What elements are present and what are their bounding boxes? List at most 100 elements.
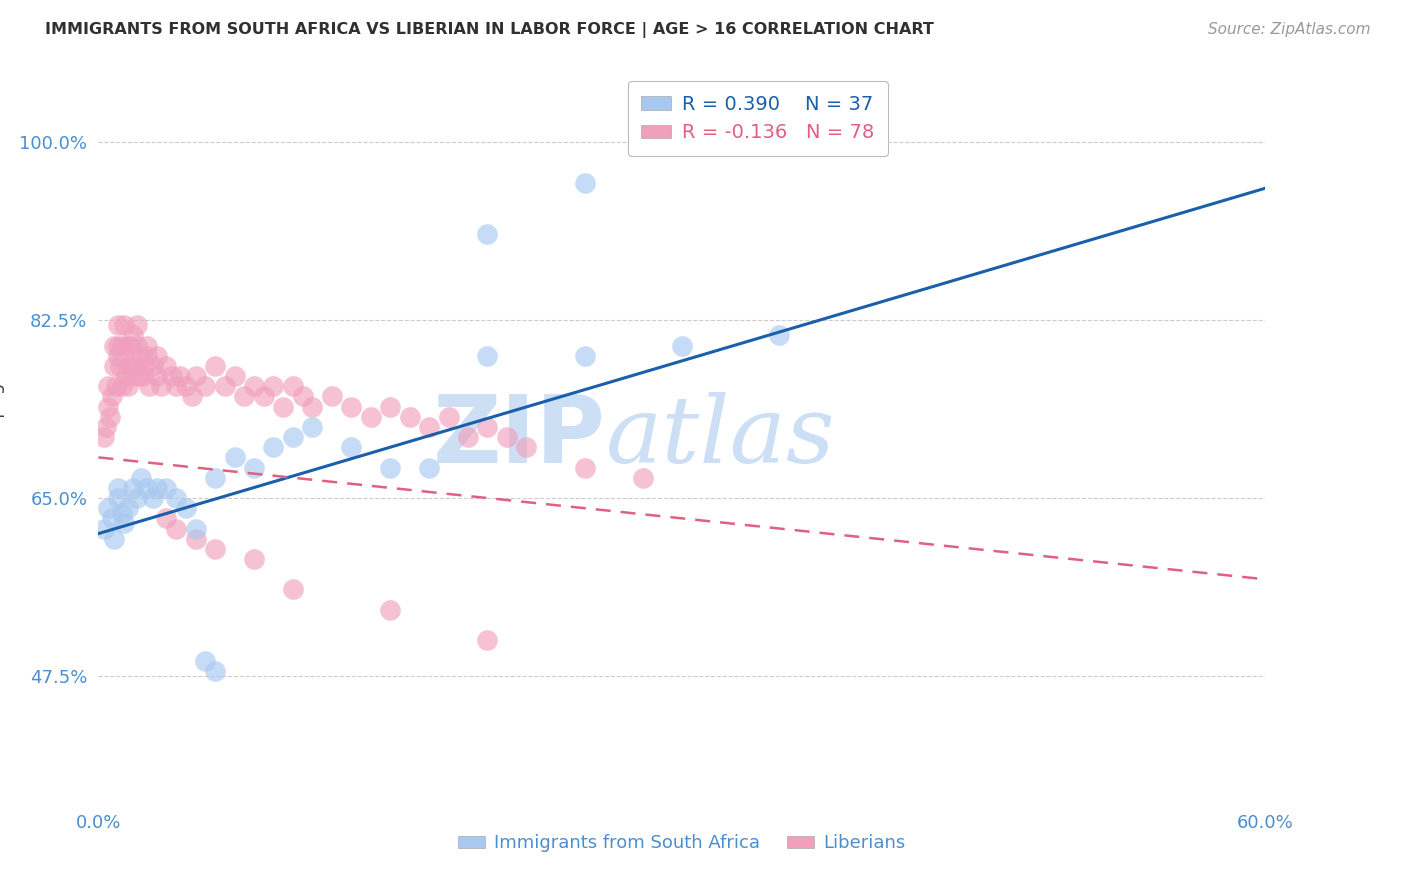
- Point: [380, 460, 402, 475]
- Point: [291, 389, 314, 403]
- Point: [233, 389, 256, 403]
- Point: [117, 359, 139, 373]
- Point: [97, 379, 120, 393]
- Text: ZIP: ZIP: [433, 391, 606, 483]
- Point: [107, 349, 129, 363]
- Point: [301, 400, 323, 414]
- Point: [574, 176, 596, 190]
- Point: [155, 511, 177, 525]
- Point: [127, 318, 149, 333]
- Point: [224, 450, 246, 465]
- Point: [127, 338, 149, 352]
- Point: [146, 349, 169, 363]
- Point: [360, 409, 382, 424]
- Point: [574, 349, 596, 363]
- Point: [155, 359, 177, 373]
- Point: [97, 400, 120, 414]
- Point: [134, 359, 156, 373]
- Point: [136, 338, 159, 352]
- Point: [418, 460, 440, 475]
- Point: [515, 440, 537, 454]
- Point: [477, 227, 499, 241]
- Point: [107, 338, 129, 352]
- Text: atlas: atlas: [606, 392, 835, 482]
- Point: [321, 389, 343, 403]
- Point: [104, 379, 127, 393]
- Point: [136, 349, 159, 363]
- Point: [111, 379, 134, 393]
- Point: [262, 440, 284, 454]
- Point: [101, 389, 124, 403]
- Point: [142, 491, 165, 505]
- Point: [103, 359, 125, 373]
- Point: [262, 379, 284, 393]
- Text: Source: ZipAtlas.com: Source: ZipAtlas.com: [1208, 22, 1371, 37]
- Point: [114, 369, 136, 384]
- Point: [107, 318, 129, 333]
- Point: [165, 379, 187, 393]
- Point: [204, 471, 226, 485]
- Point: [138, 379, 160, 393]
- Point: [122, 369, 145, 384]
- Point: [574, 460, 596, 475]
- Point: [169, 369, 191, 384]
- Point: [98, 409, 121, 424]
- Point: [128, 369, 150, 384]
- Point: [122, 481, 145, 495]
- Point: [112, 516, 135, 531]
- Point: [96, 420, 118, 434]
- Point: [281, 430, 304, 444]
- Point: [146, 369, 169, 384]
- Point: [146, 837, 169, 851]
- Point: [340, 440, 363, 454]
- Point: [398, 409, 420, 424]
- Point: [132, 369, 155, 384]
- Point: [671, 338, 693, 352]
- Point: [149, 379, 172, 393]
- Point: [121, 359, 143, 373]
- Point: [437, 409, 460, 424]
- Point: [204, 359, 226, 373]
- Point: [103, 532, 125, 546]
- Point: [194, 654, 217, 668]
- Point: [111, 506, 134, 520]
- Point: [380, 603, 402, 617]
- Point: [271, 400, 294, 414]
- Point: [111, 338, 134, 352]
- Point: [165, 521, 187, 535]
- Point: [631, 471, 654, 485]
- Point: [214, 379, 236, 393]
- Point: [136, 481, 159, 495]
- Point: [165, 491, 187, 505]
- Y-axis label: In Labor Force | Age > 16: In Labor Force | Age > 16: [0, 322, 6, 552]
- Point: [93, 521, 115, 535]
- Point: [108, 359, 131, 373]
- Point: [122, 328, 145, 343]
- Point: [253, 389, 276, 403]
- Point: [281, 379, 304, 393]
- Point: [243, 379, 266, 393]
- Point: [301, 420, 323, 434]
- Point: [768, 328, 790, 343]
- Text: IMMIGRANTS FROM SOUTH AFRICA VS LIBERIAN IN LABOR FORCE | AGE > 16 CORRELATION C: IMMIGRANTS FROM SOUTH AFRICA VS LIBERIAN…: [45, 22, 934, 38]
- Point: [93, 430, 115, 444]
- Point: [127, 491, 149, 505]
- Legend: Immigrants from South Africa, Liberians: Immigrants from South Africa, Liberians: [451, 827, 912, 860]
- Point: [117, 338, 139, 352]
- Point: [124, 359, 146, 373]
- Point: [457, 430, 479, 444]
- Point: [101, 511, 124, 525]
- Point: [184, 532, 207, 546]
- Point: [224, 369, 246, 384]
- Point: [117, 501, 139, 516]
- Point: [477, 349, 499, 363]
- Point: [496, 430, 519, 444]
- Point: [180, 389, 202, 403]
- Point: [146, 481, 169, 495]
- Point: [107, 491, 129, 505]
- Point: [162, 369, 184, 384]
- Point: [155, 481, 177, 495]
- Point: [340, 400, 363, 414]
- Point: [243, 460, 266, 475]
- Point: [184, 369, 207, 384]
